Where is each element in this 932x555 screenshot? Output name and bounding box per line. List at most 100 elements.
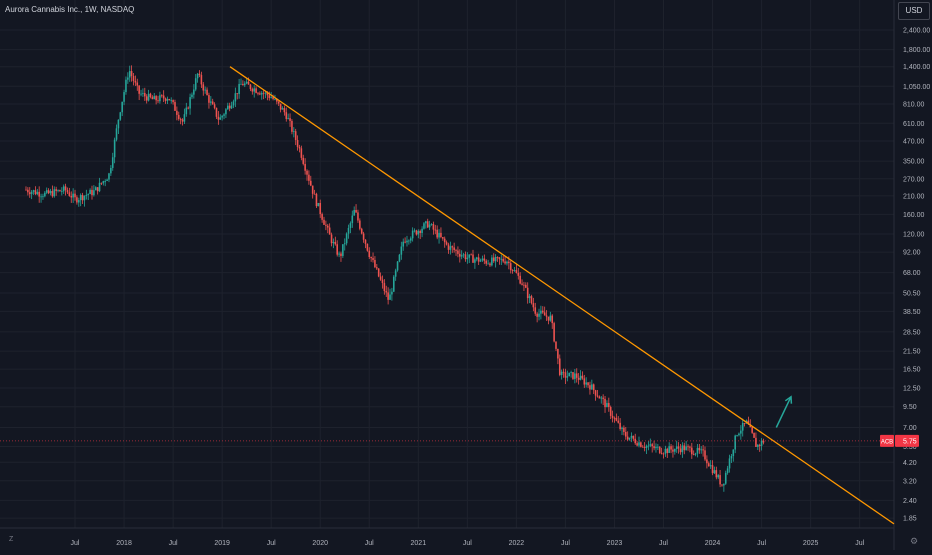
candle-body [641, 446, 644, 448]
candle-body [227, 105, 229, 110]
candle-body [287, 118, 289, 119]
candle-body [743, 423, 746, 424]
candle-body [515, 270, 518, 273]
candle-body [683, 445, 686, 451]
x-tick-label: 2021 [411, 540, 427, 547]
candle-body [728, 458, 731, 469]
candle-body [541, 310, 544, 313]
candle-body [134, 80, 137, 83]
candle-body [692, 454, 695, 456]
candle-body [291, 120, 293, 132]
candle-body [377, 268, 380, 277]
x-tick-label: Jul [267, 540, 276, 547]
candle-body [530, 296, 533, 304]
candle-body [313, 193, 316, 195]
candle-body [645, 445, 648, 448]
candle-body [540, 310, 542, 314]
candle-body [364, 239, 367, 244]
candle-body [662, 453, 665, 455]
candle-body [136, 82, 139, 86]
candle-body [30, 191, 33, 195]
candle-body [132, 75, 135, 81]
y-tick-label: 1.85 [903, 516, 917, 523]
candle-body [506, 261, 508, 264]
candle-body [449, 246, 452, 250]
candle-body [70, 195, 73, 198]
y-tick-label: 92.00 [903, 250, 921, 257]
candle-body [555, 341, 557, 349]
candle-body [160, 95, 163, 97]
candle-body [96, 187, 99, 192]
candle-body [434, 229, 437, 231]
candle-body [636, 443, 638, 446]
candle-body [260, 92, 263, 95]
candle-body [592, 384, 595, 391]
candle-body [125, 79, 127, 93]
candle-body [277, 101, 280, 104]
candle-body [211, 101, 214, 105]
y-tick-label: 470.00 [903, 139, 925, 146]
candle-body [66, 190, 69, 193]
gear-icon[interactable]: ⚙ [910, 536, 919, 546]
candle-body [368, 250, 371, 257]
candle-body [210, 101, 212, 103]
x-tick-label: 2023 [607, 540, 623, 547]
candle-body [61, 191, 63, 193]
scale-mode-icon[interactable]: Z [9, 536, 14, 543]
candle-body [34, 190, 37, 195]
candle-body [713, 470, 716, 474]
y-tick-label: 12.50 [903, 386, 921, 393]
candle-body [157, 100, 159, 102]
candle-body [370, 256, 372, 259]
candle-body [485, 260, 488, 264]
candle-body [398, 254, 401, 262]
candle-body [326, 225, 329, 228]
candle-body [343, 243, 346, 245]
candle-body [481, 258, 484, 261]
candle-body [76, 197, 78, 203]
candle-body [628, 437, 631, 440]
x-tick-label: 2020 [312, 540, 328, 547]
candle-body [707, 463, 710, 467]
y-tick-label: 160.00 [903, 212, 925, 219]
candle-body [558, 358, 561, 375]
candle-body [549, 315, 552, 321]
candle-body [419, 230, 421, 234]
candle-body [477, 257, 480, 262]
candle-body [213, 104, 216, 108]
candle-body [389, 294, 391, 300]
candle-body [223, 114, 225, 116]
candle-body [194, 78, 197, 90]
candle-body [74, 193, 76, 198]
candle-body [32, 190, 35, 192]
price-tag-value: 5.75 [903, 438, 917, 445]
candle-body [459, 253, 461, 257]
candle-body [100, 182, 103, 184]
x-tick-label: Jul [365, 540, 374, 547]
candle-body [428, 224, 431, 228]
candle-body [698, 447, 701, 451]
candle-body [474, 259, 476, 263]
candle-body [396, 261, 399, 271]
candle-body [36, 191, 39, 195]
candle-body [259, 93, 261, 95]
candle-body [687, 446, 689, 448]
candle-body [183, 114, 186, 122]
candle-body [204, 89, 206, 91]
candle-body [202, 84, 205, 91]
candle-body [168, 99, 171, 101]
candle-body [144, 93, 146, 97]
currency-button[interactable]: USD [898, 2, 930, 20]
candle-body [615, 417, 618, 421]
candle-body [415, 230, 418, 235]
candle-body [257, 92, 259, 94]
candle-body [338, 253, 340, 255]
candle-body [585, 382, 587, 385]
candle-body [747, 420, 750, 425]
candle-body [715, 470, 718, 478]
candle-body [176, 110, 178, 115]
candle-body [45, 190, 48, 193]
candle-body [110, 167, 112, 174]
